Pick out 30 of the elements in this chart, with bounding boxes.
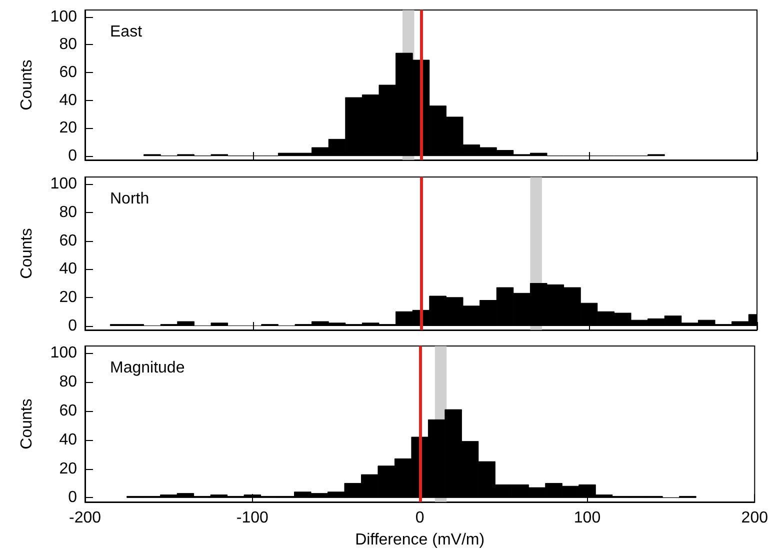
y-tick-label: 80 bbox=[59, 204, 78, 221]
y-tick-label: 20 bbox=[59, 460, 78, 478]
annotation: Magnitude bbox=[110, 360, 185, 376]
y-axis-title: Counts bbox=[18, 60, 36, 110]
annotation: North bbox=[110, 190, 150, 208]
x-axis-title: Difference (mV/m) bbox=[355, 532, 485, 548]
y-tick-label: 100 bbox=[50, 176, 78, 193]
x-tick-label: 200 bbox=[741, 510, 768, 526]
y-tick-label: 60 bbox=[59, 64, 78, 81]
y-tick-label: 100 bbox=[50, 8, 78, 26]
x-tick-label: -100 bbox=[236, 510, 269, 526]
y-tick-label: 20 bbox=[59, 288, 78, 306]
y-tick-label: 40 bbox=[59, 92, 78, 109]
y-tick-label: 80 bbox=[59, 36, 78, 54]
y-tick-label: 0 bbox=[68, 147, 78, 164]
annotation: East bbox=[110, 24, 143, 40]
y-tick-label: 0 bbox=[68, 317, 78, 334]
x-tick-label: 100 bbox=[574, 510, 601, 526]
y-tick-label: 80 bbox=[59, 374, 78, 391]
y-tick-label: 40 bbox=[59, 260, 78, 278]
y-tick-label: 0 bbox=[68, 489, 78, 506]
x-tick-label: -200 bbox=[68, 510, 102, 526]
y-tick-label: 100 bbox=[50, 344, 78, 362]
y-tick-label: 60 bbox=[59, 232, 78, 250]
y-tick-label: 40 bbox=[59, 431, 78, 448]
y-axis-title: Counts bbox=[18, 398, 36, 450]
y-tick-label: 20 bbox=[59, 120, 78, 137]
x-tick-label: 0 bbox=[415, 510, 424, 526]
y-tick-label: 60 bbox=[59, 402, 78, 420]
y-axis-title: Counts bbox=[18, 228, 36, 279]
